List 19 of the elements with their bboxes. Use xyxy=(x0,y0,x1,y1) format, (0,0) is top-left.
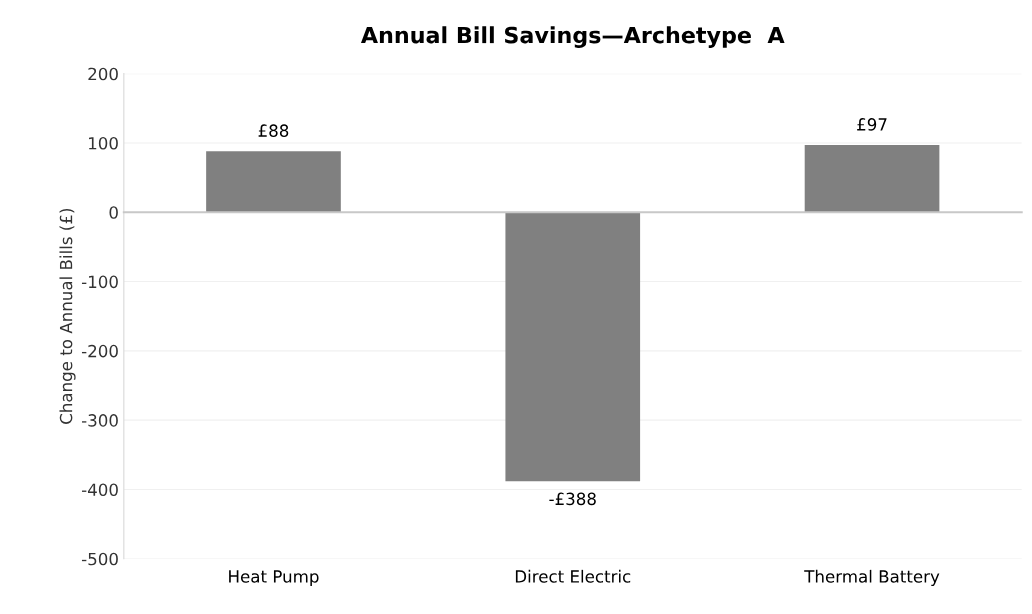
y-tick-label: -100 xyxy=(81,275,118,289)
chart-title: Annual Bill Savings—Archetype A xyxy=(360,26,785,48)
y-tick-label: -300 xyxy=(81,414,118,427)
y-tick-label: 200 xyxy=(88,67,118,81)
x-tick-label: Thermal Battery xyxy=(804,569,940,586)
y-tick-label: 100 xyxy=(89,136,118,150)
bar xyxy=(804,145,940,213)
y-axis-title: Change to Annual Bills (£) xyxy=(59,209,76,424)
y-tick-label: -400 xyxy=(81,483,118,497)
x-tick-label: Direct Electric xyxy=(515,569,631,583)
data-label: £97 xyxy=(857,118,887,131)
y-tick-label: -500 xyxy=(81,552,118,566)
y-tick-label: 0 xyxy=(109,206,118,219)
data-label: £88 xyxy=(258,124,289,137)
bar xyxy=(505,212,641,482)
data-label: -£388 xyxy=(549,492,596,506)
bar xyxy=(206,151,341,213)
y-tick-label: -200 xyxy=(81,344,118,358)
x-tick-label: Heat Pump xyxy=(229,570,319,586)
